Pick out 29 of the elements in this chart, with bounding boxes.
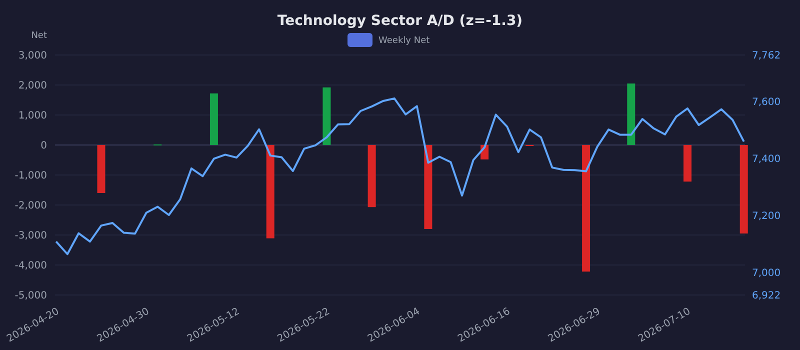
y-tick-label: 0 <box>40 140 47 152</box>
y-tick-label: 1,000 <box>18 110 47 122</box>
y-tick-label: -2,000 <box>14 200 47 212</box>
y2-tick-label: 7,200 <box>752 211 781 222</box>
y2-tick-label: 7,400 <box>752 154 781 165</box>
bar <box>684 145 692 182</box>
y-tick-label: 2,000 <box>18 80 47 92</box>
y2-tick-label: 6,922 <box>752 290 781 302</box>
bar <box>582 145 590 272</box>
chart-title: Technology Sector A/D (z=-1.3) <box>277 13 523 29</box>
y-axis-title: Net <box>31 31 48 41</box>
bar <box>740 145 748 234</box>
bar <box>627 84 636 145</box>
y-tick-label: -4,000 <box>14 260 47 272</box>
bar <box>210 93 218 145</box>
bar <box>266 145 274 238</box>
bar <box>368 145 376 208</box>
y-tick-label: -1,000 <box>14 170 47 182</box>
y2-tick-label: 7,762 <box>752 50 781 62</box>
y2-tick-label: 7,600 <box>752 96 781 108</box>
y-tick-label: -3,000 <box>14 230 47 242</box>
y-tick-label: 3,000 <box>18 50 47 62</box>
y2-tick-label: 7,000 <box>752 268 781 280</box>
bar <box>322 87 331 145</box>
bar <box>97 145 106 193</box>
text: Weekly Net <box>378 36 430 46</box>
bar <box>424 145 432 229</box>
line-series <box>55 97 745 256</box>
y-tick-label: -5,000 <box>14 290 47 302</box>
